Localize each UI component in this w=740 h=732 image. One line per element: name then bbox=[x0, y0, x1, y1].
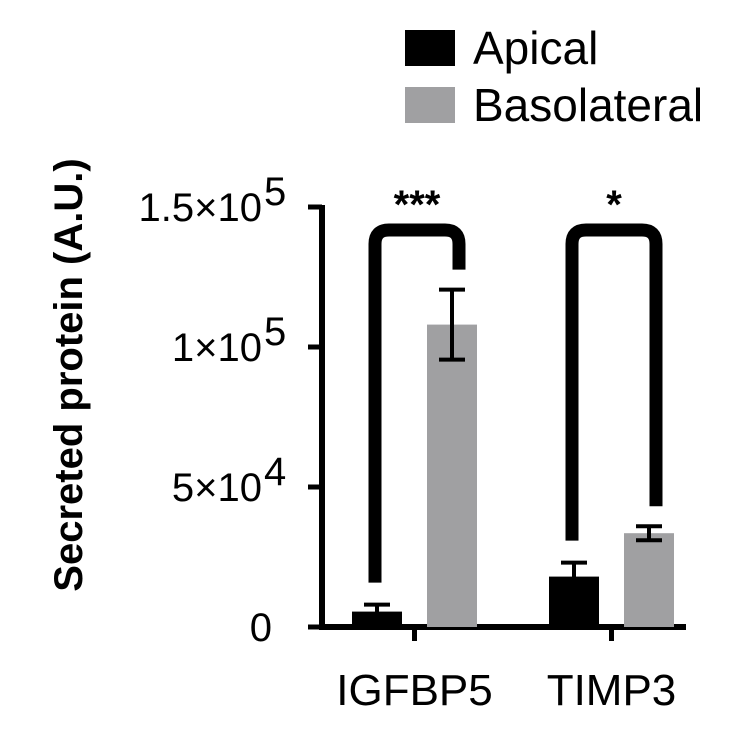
y-tick-label: 1.5×10 bbox=[139, 186, 262, 230]
y-tick-label: 0 bbox=[250, 606, 272, 650]
significance-bracket bbox=[565, 223, 663, 541]
x-tick-label: TIMP3 bbox=[547, 666, 677, 715]
x-axis: IGFBP5 TIMP3 bbox=[319, 624, 686, 715]
x-tick-label: IGFBP5 bbox=[336, 666, 493, 715]
y-tick-exponent: 4 bbox=[264, 450, 286, 494]
significance-label: *** bbox=[394, 183, 441, 227]
y-tick-label: 5×10 bbox=[172, 466, 262, 510]
legend-swatch bbox=[405, 30, 455, 66]
significance-brackets: *** * bbox=[368, 183, 663, 583]
significance-label: * bbox=[606, 183, 622, 227]
bars bbox=[352, 324, 674, 627]
error-bars bbox=[364, 287, 662, 621]
bar bbox=[624, 533, 674, 627]
bar bbox=[427, 324, 477, 627]
y-axis-label: Secreted protein (A.U.) bbox=[47, 158, 91, 591]
legend-label: Apical bbox=[473, 22, 598, 74]
y-tick-exponent: 5 bbox=[264, 170, 286, 214]
legend-swatch bbox=[405, 87, 455, 123]
y-tick-exponent: 5 bbox=[264, 310, 286, 354]
y-tick-label: 1×10 bbox=[172, 326, 262, 370]
significance-bracket bbox=[368, 223, 466, 583]
y-axis: 05×10 41×10 51.5×10 5 bbox=[139, 170, 325, 650]
legend-label: Basolateral bbox=[473, 79, 703, 131]
